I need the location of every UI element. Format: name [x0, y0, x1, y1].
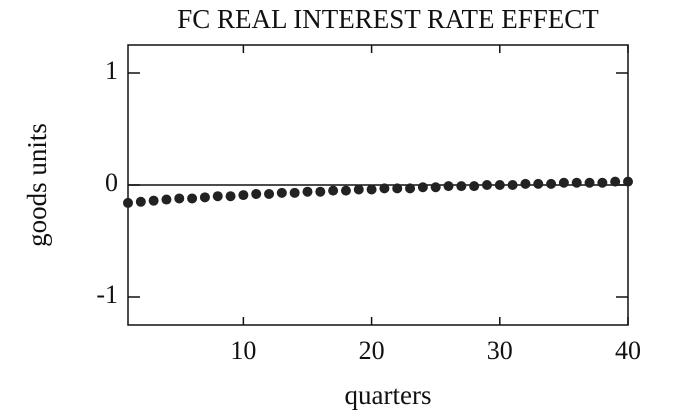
point: [251, 188, 262, 199]
point: [430, 182, 441, 193]
point: [456, 181, 467, 192]
point: [405, 183, 416, 194]
point: [135, 196, 146, 207]
chart-title: FC REAL INTEREST RATE EFFECT: [177, 4, 599, 34]
point: [558, 177, 569, 188]
point: [353, 184, 364, 195]
point: [187, 193, 198, 204]
point: [379, 183, 390, 194]
x-axis-label: quarters: [345, 380, 432, 410]
y-tick-label: -1: [96, 280, 118, 309]
y-tick-label: 1: [105, 56, 118, 85]
point: [225, 191, 236, 202]
x-tick-label: 30: [487, 336, 513, 365]
x-tick-label: 20: [359, 336, 385, 365]
point: [276, 187, 287, 198]
point: [481, 180, 492, 190]
point: [533, 178, 544, 189]
point: [610, 176, 621, 187]
y-tick-label: 0: [105, 168, 118, 197]
point: [494, 180, 505, 190]
point: [392, 183, 403, 194]
point: [571, 177, 582, 188]
point: [340, 185, 351, 196]
point: [623, 176, 633, 187]
point: [123, 197, 133, 208]
point: [302, 186, 313, 197]
point: [469, 181, 480, 192]
point: [264, 188, 275, 199]
x-tick-label: 40: [615, 336, 641, 365]
point: [199, 192, 210, 203]
point: [289, 187, 300, 198]
point: [148, 195, 159, 206]
point: [597, 177, 608, 188]
y-axis-label: goods units: [22, 123, 52, 247]
point: [315, 186, 326, 197]
point: [417, 182, 428, 193]
point: [507, 180, 518, 190]
x-tick-label: 10: [230, 336, 256, 365]
point: [366, 184, 377, 195]
point: [238, 190, 249, 201]
point: [520, 178, 531, 189]
point: [328, 185, 339, 196]
point: [584, 177, 595, 188]
point: [546, 178, 557, 189]
point: [212, 191, 223, 202]
point: [161, 194, 172, 205]
point: [174, 193, 185, 204]
point: [443, 181, 454, 192]
